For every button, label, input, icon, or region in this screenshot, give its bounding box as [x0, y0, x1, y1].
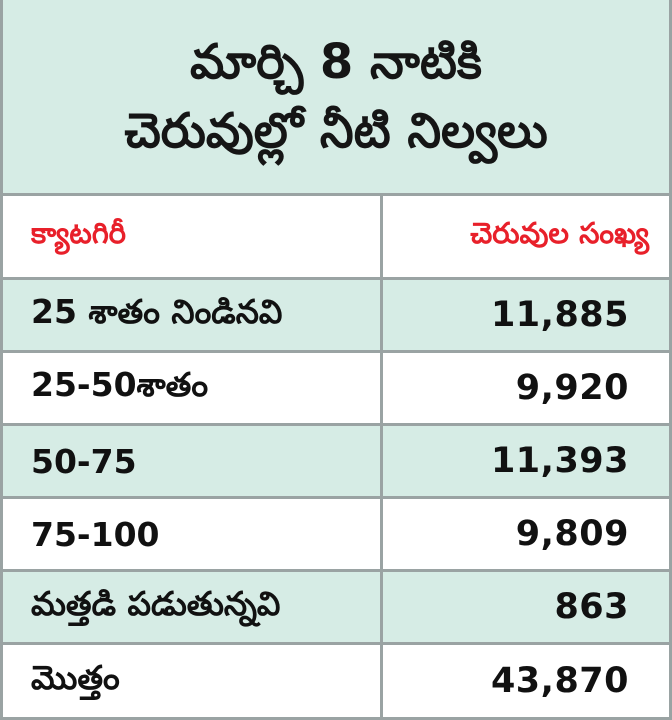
category-cell: 25-50శాతం — [3, 353, 383, 423]
table-row: 25-50శాతం 9,920 — [3, 353, 669, 426]
count-cell: 11,885 — [490, 295, 629, 335]
column-header-category: క్యాటగిరీ — [3, 196, 383, 277]
column-header-count: చెరువుల సంఖ్య — [470, 215, 649, 250]
total-label-cell: మొత్తం — [3, 645, 383, 717]
data-table: క్యాటగిరీ చెరువుల సంఖ్య 25 శాతం నిండినవి… — [3, 196, 669, 717]
title-block: మార్చి 8 నాటికి చెరువుల్లో నీటి నిల్వలు — [3, 0, 669, 196]
count-cell: 9,920 — [515, 368, 629, 408]
count-cell: 11,393 — [490, 441, 629, 481]
count-cell: 9,809 — [515, 514, 629, 554]
total-row: మొత్తం 43,870 — [3, 645, 669, 717]
table-row: 50-75 11,393 — [3, 426, 669, 499]
count-cell: 863 — [554, 587, 629, 627]
table-header-row: క్యాటగిరీ చెరువుల సంఖ్య — [3, 196, 669, 280]
category-cell: మత్తడి పడుతున్నవి — [3, 572, 383, 642]
category-cell: 25 శాతం నిండినవి — [3, 280, 383, 350]
category-cell: 50-75 — [3, 426, 383, 496]
table-row: 25 శాతం నిండినవి 11,885 — [3, 280, 669, 353]
table-row: 75-100 9,809 — [3, 499, 669, 572]
category-cell: 75-100 — [3, 499, 383, 569]
total-count-cell: 43,870 — [490, 661, 629, 701]
title-line-1: మార్చి 8 నాటికి — [190, 34, 482, 91]
title-line-2: చెరువుల్లో నీటి నిల్వలు — [124, 102, 548, 159]
table-row: మత్తడి పడుతున్నవి 863 — [3, 572, 669, 645]
